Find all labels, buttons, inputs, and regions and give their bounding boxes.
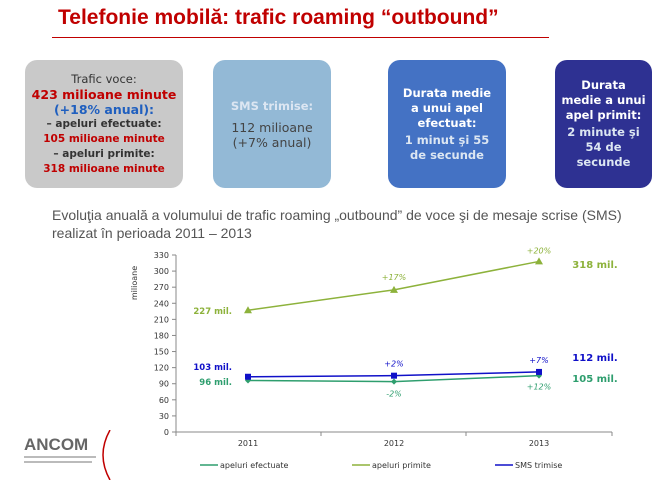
legend-label: apeluri efectuate [220, 461, 289, 470]
growth-label: +17% [382, 273, 406, 282]
outgoing-value: 105 milioane minute [43, 132, 165, 145]
growth-label: +7% [529, 356, 548, 365]
end-value-label: 105 mil. [572, 374, 617, 385]
data-point [244, 306, 252, 314]
start-value-label: 96 mil. [199, 378, 232, 388]
y-tick-label: 60 [159, 396, 169, 405]
outgoing-duration-box: Durata medie a unui apel efectuat: 1 min… [388, 60, 506, 188]
end-value-label: 112 mil. [572, 353, 617, 364]
chart-subtitle: Evoluţia anuală a volumului de trafic ro… [52, 207, 622, 241]
x-tick-label: 2011 [238, 439, 258, 448]
y-tick-label: 90 [159, 380, 169, 389]
voice-total: 423 milioane minute [31, 86, 177, 102]
y-tick-label: 330 [154, 251, 169, 260]
data-point [391, 378, 397, 385]
x-tick-label: 2013 [529, 439, 549, 448]
data-point [391, 372, 397, 379]
incoming-value: 318 milioane minute [43, 162, 165, 175]
growth-label: +20% [527, 246, 551, 255]
growth-label: -2% [386, 390, 402, 399]
y-tick-label: 30 [159, 412, 169, 421]
svg-text:ANCOM: ANCOM [24, 435, 88, 454]
y-tick-label: 120 [154, 364, 169, 373]
start-value-label: 227 mil. [193, 307, 232, 317]
data-point [535, 257, 543, 265]
y-tick-label: 240 [154, 299, 169, 308]
series-line-1 [247, 260, 540, 311]
outgoing-label: – apeluri efectuate: [46, 117, 162, 130]
incoming-duration-value: 2 minute şi 54 de secunde [567, 125, 640, 169]
y-tick-label: 150 [154, 348, 169, 357]
legend-label: SMS trimise [515, 461, 562, 470]
end-value-label: 318 mil. [572, 260, 617, 271]
y-tick-label: 270 [154, 283, 169, 292]
start-value-label: 103 mil. [193, 363, 232, 373]
voice-label: Trafic voce: [71, 71, 137, 86]
incoming-duration-label: Durata medie a unui apel primit: [561, 78, 646, 122]
y-tick-label: 180 [154, 331, 169, 340]
sms-growth: (+7% anual) [232, 134, 312, 150]
ancom-logo: ANCOM [22, 429, 122, 484]
y-tick-label: 0 [164, 428, 169, 437]
sms-value: 112 milioane [231, 119, 313, 135]
data-point [245, 373, 251, 380]
sms-box: SMS trimise: 112 milioane (+7% anual) [213, 60, 331, 188]
sms-label: SMS trimise: [230, 98, 314, 113]
data-point [536, 368, 542, 375]
outgoing-duration-value: 1 minut şi 55 de secunde [404, 132, 490, 162]
incoming-duration-box: Durata medie a unui apel primit: 2 minut… [555, 60, 652, 188]
legend-label: apeluri primite [372, 461, 431, 470]
y-tick-label: 300 [154, 267, 169, 276]
y-tick-label: 210 [154, 315, 169, 324]
voice-traffic-box: Trafic voce: 423 milioane minute (+18% a… [25, 60, 183, 188]
y-axis-label: milioane [130, 266, 139, 300]
x-tick-label: 2012 [384, 439, 404, 448]
outgoing-duration-label: Durata medie a unui apel efectuat: [402, 85, 492, 130]
voice-growth: (+18% anual): [53, 101, 155, 117]
growth-label: +12% [527, 383, 551, 392]
growth-label: +2% [384, 360, 403, 369]
incoming-label: – apeluri primite: [53, 147, 155, 160]
page-title: Telefonie mobilă: trafic roaming “outbou… [58, 6, 499, 29]
title-divider [52, 37, 549, 38]
data-point [390, 285, 398, 293]
